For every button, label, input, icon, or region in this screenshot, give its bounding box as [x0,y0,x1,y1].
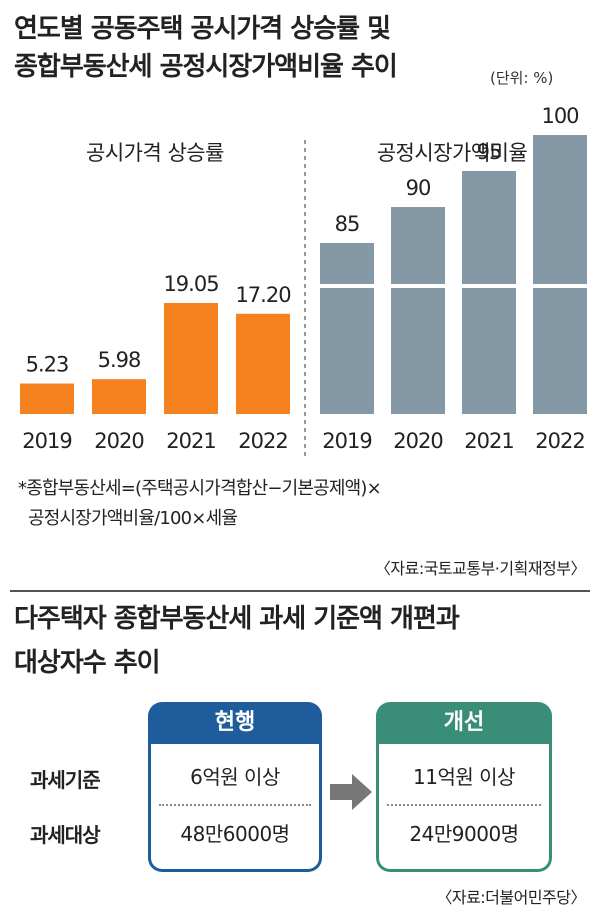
value-label-ratio-2021: 95 [477,140,502,164]
tick-label-ratio-2020: 2020 [393,429,442,453]
tick-label-price-2019: 2019 [22,429,71,453]
current-taxpayer-value: 48만6000명 [180,822,290,846]
row-label-taxpayers: 과세대상 [30,823,101,847]
chart-title-line-1: 연도별 공동주택 공시가격 상승률 및 [14,14,391,44]
value-label-price-2021: 19.05 [163,272,218,296]
comparison-title-line-2: 대상자수 추이 [14,648,161,678]
source-note-top: 〈자료:국토교통부·기획재정부〉 [374,559,587,578]
current-header: 현행 [148,702,322,744]
section-divider [10,590,590,592]
bar-ratio-2022 [533,135,587,414]
tick-label-price-2020: 2020 [94,429,143,453]
value-label-ratio-2020: 90 [406,176,431,200]
proposed-box: 11억원 이상 24만9000명 [376,744,552,872]
value-label-ratio-2019: 85 [335,212,360,236]
bar-charts: 5.23 2019 5.98 2020 19.05 2021 17.20 2022 85 2019… [20,104,589,460]
tick-label-ratio-2022: 2022 [535,429,584,453]
right-arrow-icon [330,774,372,810]
bar-price-2020 [92,379,146,414]
value-label-price-2019: 5.23 [26,353,69,377]
panel-title-price-increase: 공시가격 상승률 [86,141,224,165]
proposed-taxpayer-value: 24만9000명 [409,822,519,846]
value-label-ratio-2022: 100 [541,104,578,128]
panel-title-market-ratio: 공정시장가액비율 [376,141,528,165]
formula-note-line-2: 공정시장가액비율/100×세율 [28,508,238,529]
proposed-header: 개선 [376,702,552,744]
current-threshold-value: 6억원 이상 [190,765,280,789]
proposed-dotted-divider [387,804,541,806]
bar-ratio-2020 [391,207,445,414]
formula-note-line-1: *종합부동산세=(주택공시가격합산−기본공제액)× [18,478,382,499]
bar-price-2021 [164,303,218,414]
source-note-bottom: 〈자료:더불어민주당〉 [436,888,586,907]
proposed-threshold-value: 11억원 이상 [413,765,515,789]
current-dotted-divider [159,804,311,806]
bar-price-2019 [20,383,74,414]
value-label-price-2020: 5.98 [98,348,141,372]
bar-ratio-2019 [320,243,374,414]
current-box: 6억원 이상 48만6000명 [148,744,322,872]
row-label-tax-threshold: 과세기준 [30,768,101,792]
tick-label-ratio-2021: 2021 [464,429,513,453]
tick-label-price-2021: 2021 [166,429,215,453]
chart-title-line-2: 종합부동산세 공정시장가액비율 추이 [14,52,398,82]
tick-label-price-2022: 2022 [238,429,287,453]
tick-label-ratio-2019: 2019 [322,429,371,453]
value-label-price-2022: 17.20 [235,283,290,307]
unit-label: (단위: %) [490,69,554,87]
comparison-title-line-1: 다주택자 종합부동산세 과세 기준액 개편과 [14,604,460,634]
bar-ratio-2021 [462,171,516,414]
bar-price-2022 [236,313,290,414]
